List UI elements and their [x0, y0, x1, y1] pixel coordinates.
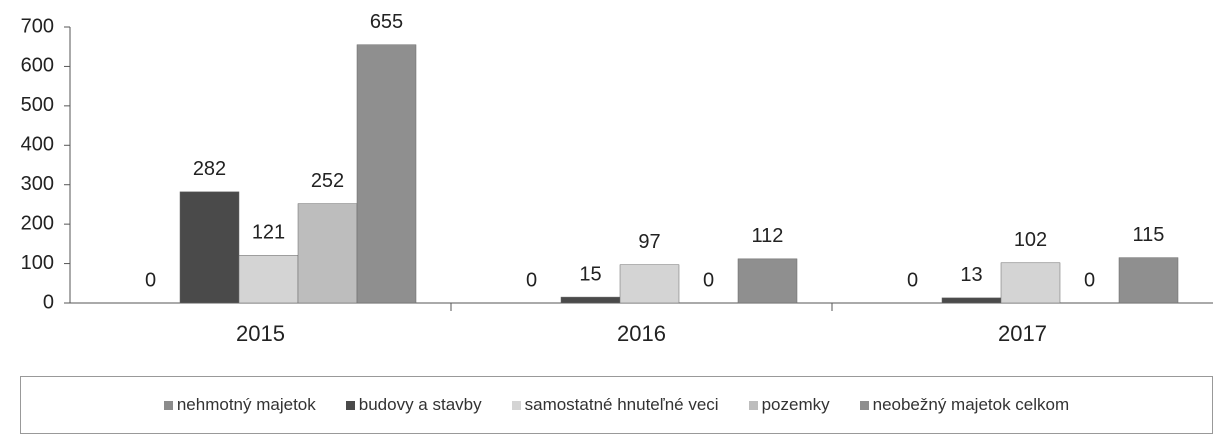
y-tick-label: 0 — [43, 291, 54, 313]
bar — [619, 264, 680, 304]
data-label: 0 — [145, 269, 156, 291]
y-tick-label: 400 — [21, 134, 54, 156]
legend-swatch — [859, 400, 869, 410]
legend-swatch — [511, 400, 521, 410]
x-tick-label: 2015 — [236, 321, 285, 346]
data-label: 115 — [1133, 224, 1165, 246]
bar — [356, 44, 417, 304]
legend-label: pozemky — [761, 395, 830, 414]
legend-entry: pozemky — [748, 395, 830, 415]
data-label: 112 — [752, 225, 784, 247]
legend-swatch — [748, 400, 758, 410]
data-label: 13 — [960, 264, 982, 286]
data-label: 282 — [193, 158, 226, 180]
bar — [941, 297, 1002, 304]
data-label: 15 — [579, 263, 601, 285]
y-tick-label: 100 — [21, 252, 54, 274]
chart: 0 100 200 300 400 500 600 700 2015 0 282 121 252 655 2… — [21, 11, 1213, 346]
legend-label: samostatné hnuteľné veci — [524, 395, 719, 414]
legend-entry: samostatné hnuteľné veci — [511, 395, 719, 415]
y-tick-label: 500 — [21, 94, 54, 116]
legend-entry: nehmotný majetok — [163, 395, 316, 415]
data-label: 0 — [526, 269, 537, 291]
data-label: 102 — [1014, 229, 1047, 251]
y-tick-label: 200 — [21, 212, 54, 234]
bar — [1000, 262, 1061, 304]
bar — [238, 255, 299, 304]
legend: nehmotný majetok budovy a stavby samostatn… — [20, 376, 1213, 434]
legend-entry: neobežný majetok celkom — [859, 395, 1070, 415]
legend-label: neobežný majetok celkom — [872, 395, 1070, 414]
legend-label: budovy a stavby — [358, 395, 482, 414]
bar — [179, 191, 240, 304]
bar — [560, 296, 621, 304]
bar — [297, 203, 358, 304]
x-tick-label: 2016 — [617, 321, 666, 346]
bar — [1118, 257, 1179, 304]
bar — [737, 258, 798, 304]
y-tick-label: 300 — [21, 173, 54, 195]
data-label: 0 — [703, 269, 714, 291]
data-label: 97 — [638, 231, 660, 253]
legend-swatch — [345, 400, 355, 410]
y-tick-label: 600 — [21, 55, 54, 77]
x-tick-label: 2017 — [998, 321, 1047, 346]
legend-entry: budovy a stavby — [345, 395, 482, 415]
y-tick-label: 700 — [21, 15, 54, 37]
data-label: 0 — [1084, 269, 1095, 291]
data-label: 655 — [370, 11, 403, 33]
data-label: 121 — [252, 222, 285, 244]
legend-label: nehmotný majetok — [176, 395, 316, 414]
data-label: 252 — [311, 170, 344, 192]
data-label: 0 — [907, 269, 918, 291]
legend-swatch — [163, 400, 173, 410]
